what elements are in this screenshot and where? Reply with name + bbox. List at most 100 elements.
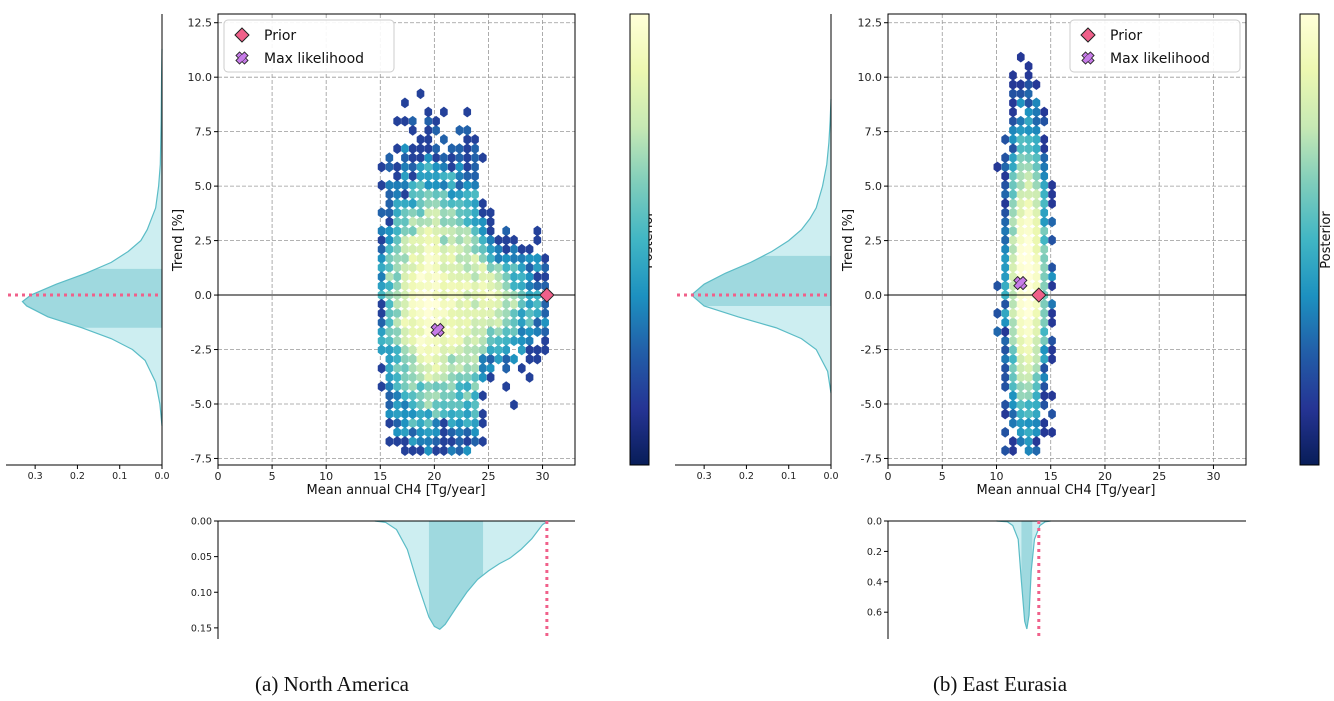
hexbin-cell <box>424 243 433 255</box>
hexbin-cell <box>1001 243 1009 255</box>
hexbin-cell <box>447 307 456 319</box>
hexbin-cell <box>510 307 518 319</box>
hexbin-cell <box>1009 307 1017 319</box>
hexbin-cell <box>385 161 394 173</box>
hexbin-cell <box>471 298 479 310</box>
hexbin-cell <box>471 207 479 219</box>
hexbin-cell <box>1032 234 1041 246</box>
hexbin-cell <box>479 417 487 429</box>
hexbin-cell <box>424 317 433 328</box>
hexbin-cell <box>463 381 472 392</box>
hexbin-cell <box>1040 161 1049 173</box>
density-tick-label: 0.2 <box>70 471 85 482</box>
hexbin-cell <box>1009 189 1017 200</box>
hexbin-cell <box>408 243 417 255</box>
hexbin-cell <box>393 399 401 411</box>
hexbin-cell <box>416 170 425 182</box>
y-tick-label: -7.5 <box>861 452 882 465</box>
hexbin-cell <box>471 216 479 228</box>
hexbin-cell <box>455 262 464 273</box>
hexbin-cell <box>393 207 401 219</box>
hexbin-cell <box>424 225 433 237</box>
hexbin-cell <box>424 271 433 283</box>
hexbin-cell <box>424 372 433 383</box>
x-axis-label: Mean annual CH4 [Tg/year] <box>977 483 1156 498</box>
hexbin-cell <box>1024 143 1033 155</box>
hexbin-cell <box>479 353 487 365</box>
hexbin-cell <box>541 317 549 328</box>
hexbin-cell <box>440 189 448 200</box>
hexbin-cell <box>401 271 409 283</box>
hexbin-cell <box>440 207 448 219</box>
hexbin-cell <box>1016 189 1025 200</box>
hexbin-cell <box>510 326 518 338</box>
legend: Prior Max likelihood <box>1069 19 1241 73</box>
hexbin-cell <box>424 216 433 228</box>
hexbin-cell <box>471 134 479 145</box>
hexbin-cell <box>1040 381 1049 392</box>
hexbin-cell <box>1024 381 1033 392</box>
hexbin-cell <box>455 298 464 310</box>
hexbin-cell <box>424 152 433 164</box>
hexbin-cell <box>494 253 503 264</box>
hexbin-cell <box>1009 97 1017 109</box>
hexbin-cell <box>1040 225 1049 237</box>
hexbin-cell <box>377 225 386 237</box>
hexbin-cell <box>1024 426 1033 438</box>
hexbin-cell <box>424 408 433 420</box>
hexbin-cell <box>416 408 425 420</box>
hexbin-cell <box>393 179 401 191</box>
y-axis-label: Trend [%] <box>841 209 856 272</box>
hexbin-cell <box>440 271 448 283</box>
hexbin-cell <box>432 207 440 219</box>
prior-marker <box>539 287 555 303</box>
hexbin-cell <box>424 134 433 145</box>
hexbin-cell <box>463 134 472 145</box>
hexbin-cell <box>393 189 401 200</box>
hexbin-cell <box>1032 243 1041 255</box>
hexbin-cell <box>486 207 495 219</box>
hexbin-cell <box>993 280 1002 292</box>
hexbin-cell <box>424 124 433 136</box>
hexbin-cell <box>1024 170 1033 182</box>
hexbin-cell <box>525 271 534 283</box>
hexbin-cell <box>447 408 456 420</box>
hexbin-cell <box>432 362 440 374</box>
hexbin-cell <box>494 353 503 365</box>
hexbin-cell <box>1009 216 1017 228</box>
hexbin-cell <box>463 189 472 200</box>
hexbin-cell <box>1032 353 1041 365</box>
hexbin-cell <box>455 170 464 182</box>
hexbin-cell <box>517 344 526 356</box>
hexbin-cell <box>432 234 440 246</box>
hexbin-cell <box>393 326 401 338</box>
x-tick-label: 10 <box>319 470 333 483</box>
hexbin-cell <box>533 253 542 264</box>
hexbin-cell <box>1024 88 1033 100</box>
hexbin-cell <box>424 445 433 456</box>
hexbin-cell <box>401 381 409 392</box>
hexbin-cell <box>494 317 503 328</box>
hexbin-cell <box>401 234 409 246</box>
hexbin-cell <box>1040 326 1049 338</box>
hexbin-cell <box>1032 170 1041 182</box>
hexbin-cell <box>1024 307 1033 319</box>
hexbin-cell <box>401 225 409 237</box>
hexbin-cell <box>447 436 456 447</box>
hexbin-cell <box>502 381 511 392</box>
hexbin-cell <box>1024 326 1033 338</box>
hexbin-cell <box>1016 207 1025 219</box>
hexbin-cell <box>432 179 440 191</box>
hexbin-cell <box>432 152 440 164</box>
hexbin-cell <box>1032 134 1041 145</box>
hexbin-cell <box>502 344 511 356</box>
hexbin-cell <box>1024 243 1033 255</box>
y-tick-label: 0.0 <box>195 289 213 302</box>
hexbin-cell <box>533 317 542 328</box>
hexbin-cell <box>1024 70 1033 81</box>
hexbin-cell <box>393 234 401 246</box>
hexbin-cell <box>1048 280 1056 292</box>
hexbin-cell <box>1032 161 1041 173</box>
hexbin-cell <box>385 417 394 429</box>
hexbin-cell <box>447 225 456 237</box>
